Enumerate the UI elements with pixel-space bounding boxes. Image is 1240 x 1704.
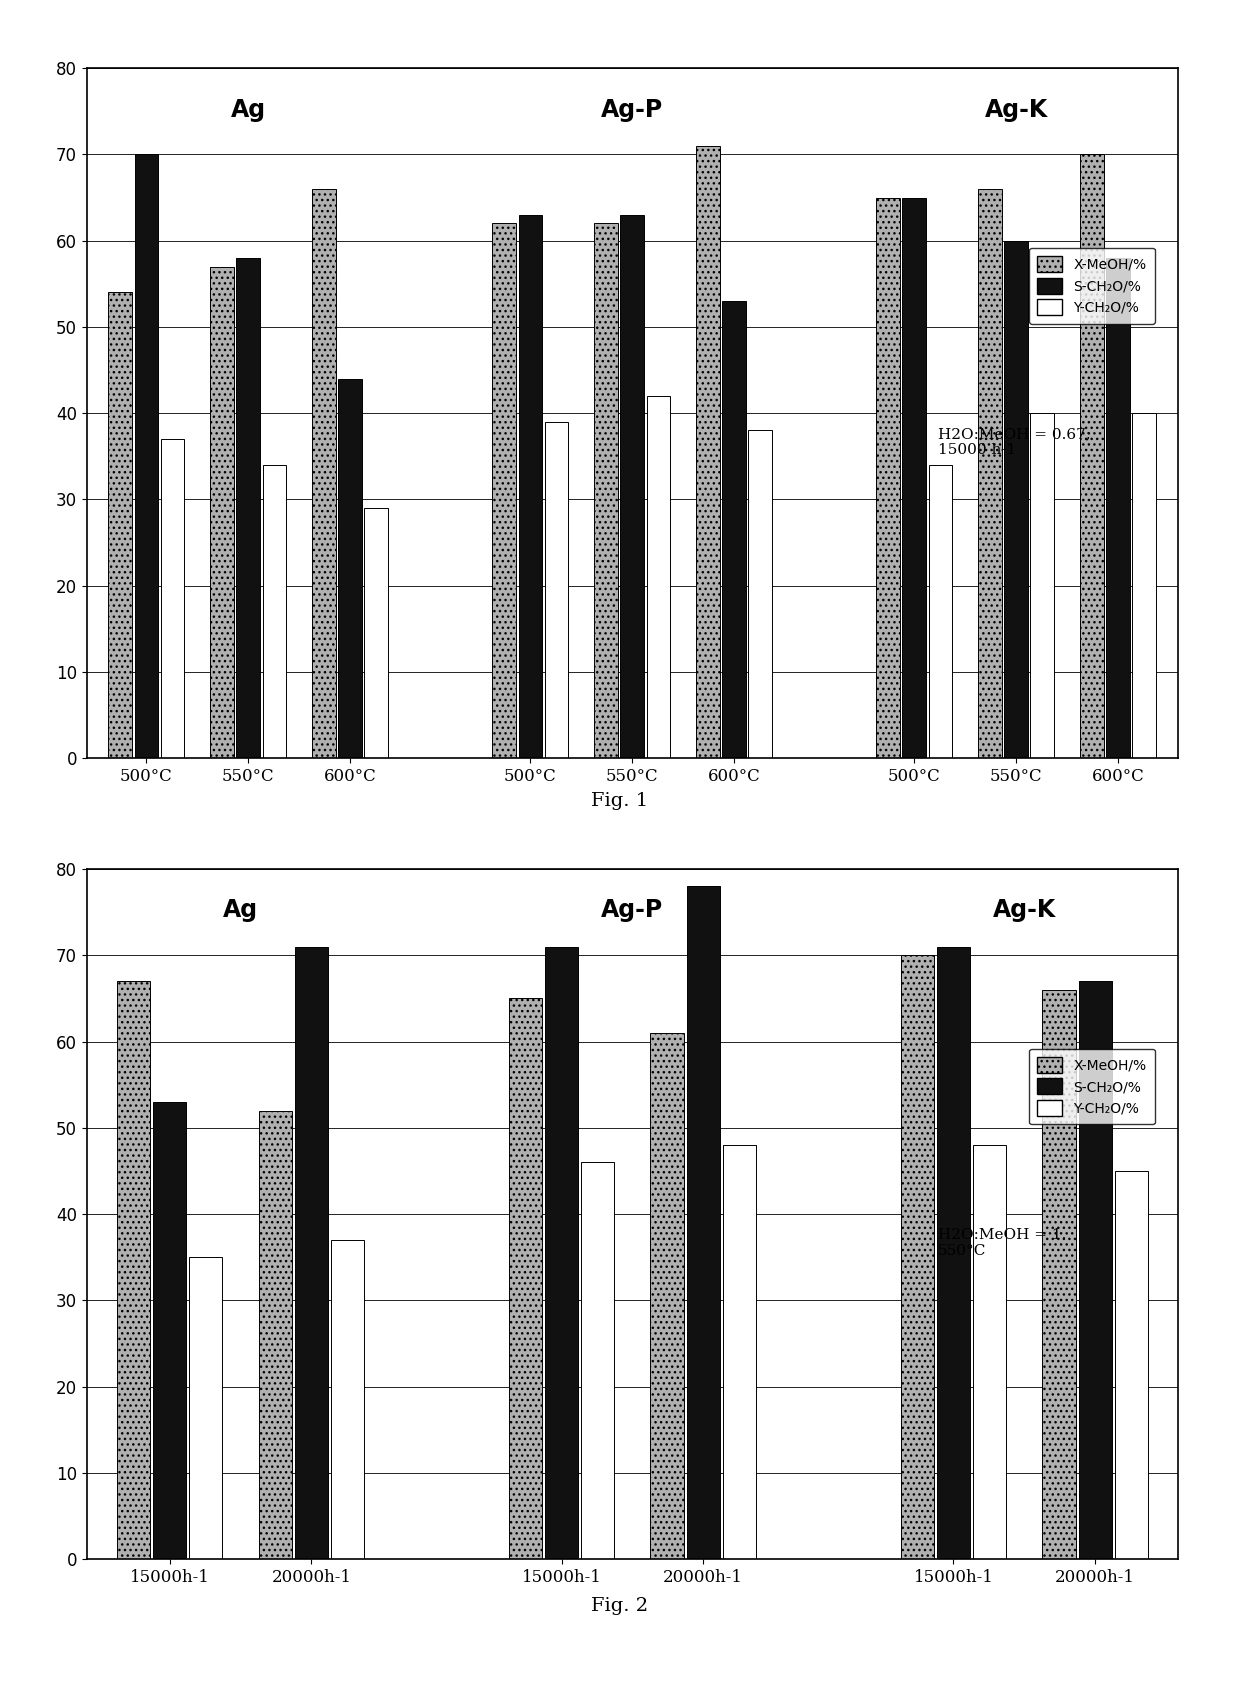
Text: Ag: Ag — [231, 97, 267, 121]
Bar — [237, 257, 260, 758]
Bar — [1132, 412, 1157, 758]
Bar — [1043, 990, 1075, 1559]
Text: Ag: Ag — [223, 898, 258, 922]
Bar — [492, 223, 516, 758]
Bar — [900, 956, 934, 1559]
Bar — [508, 999, 542, 1559]
Bar — [117, 982, 150, 1559]
Bar — [1080, 155, 1105, 758]
Text: Fig. 2: Fig. 2 — [591, 1597, 649, 1615]
Bar — [160, 440, 185, 758]
Bar — [1079, 982, 1112, 1559]
Bar — [723, 302, 746, 758]
Bar — [697, 147, 720, 758]
Bar — [687, 886, 719, 1559]
Bar — [749, 431, 773, 758]
Bar — [365, 508, 388, 758]
Text: Ag-K: Ag-K — [993, 898, 1056, 922]
Legend: X-MeOH/%, S-CH₂O/%, Y-CH₂O/%: X-MeOH/%, S-CH₂O/%, Y-CH₂O/% — [1029, 1048, 1154, 1125]
Bar — [594, 223, 619, 758]
Bar — [1115, 1171, 1148, 1559]
Legend: X-MeOH/%, S-CH₂O/%, Y-CH₂O/%: X-MeOH/%, S-CH₂O/%, Y-CH₂O/% — [1029, 247, 1154, 324]
Bar — [153, 1102, 186, 1559]
Bar — [312, 189, 336, 758]
Bar — [295, 947, 327, 1559]
Bar — [1030, 412, 1054, 758]
Bar — [620, 215, 645, 758]
Bar — [903, 198, 926, 758]
Bar — [877, 198, 900, 758]
Bar — [937, 947, 970, 1559]
Bar — [544, 423, 568, 758]
Bar — [134, 155, 159, 758]
Bar — [108, 293, 133, 758]
Bar — [651, 1033, 683, 1559]
Bar — [190, 1258, 222, 1559]
Bar — [929, 465, 952, 758]
Text: Fig. 1: Fig. 1 — [591, 792, 649, 811]
Bar — [211, 266, 234, 758]
Text: Ag-P: Ag-P — [601, 898, 663, 922]
Bar — [978, 189, 1002, 758]
Bar — [259, 1111, 291, 1559]
Bar — [1106, 257, 1131, 758]
Bar — [331, 1241, 365, 1559]
Bar — [582, 1162, 614, 1559]
Text: H2O:MeOH = 0.67;
15000 h-1: H2O:MeOH = 0.67; 15000 h-1 — [937, 428, 1091, 457]
Bar — [973, 1145, 1006, 1559]
Bar — [339, 378, 362, 758]
Text: Ag-P: Ag-P — [601, 97, 663, 121]
Bar — [263, 465, 286, 758]
Bar — [518, 215, 542, 758]
Bar — [646, 395, 671, 758]
Bar — [1004, 240, 1028, 758]
Bar — [723, 1145, 756, 1559]
Text: H2O:MeOH = 1.
550°C: H2O:MeOH = 1. 550°C — [937, 1229, 1066, 1258]
Text: Ag-K: Ag-K — [985, 97, 1048, 121]
Bar — [546, 947, 578, 1559]
